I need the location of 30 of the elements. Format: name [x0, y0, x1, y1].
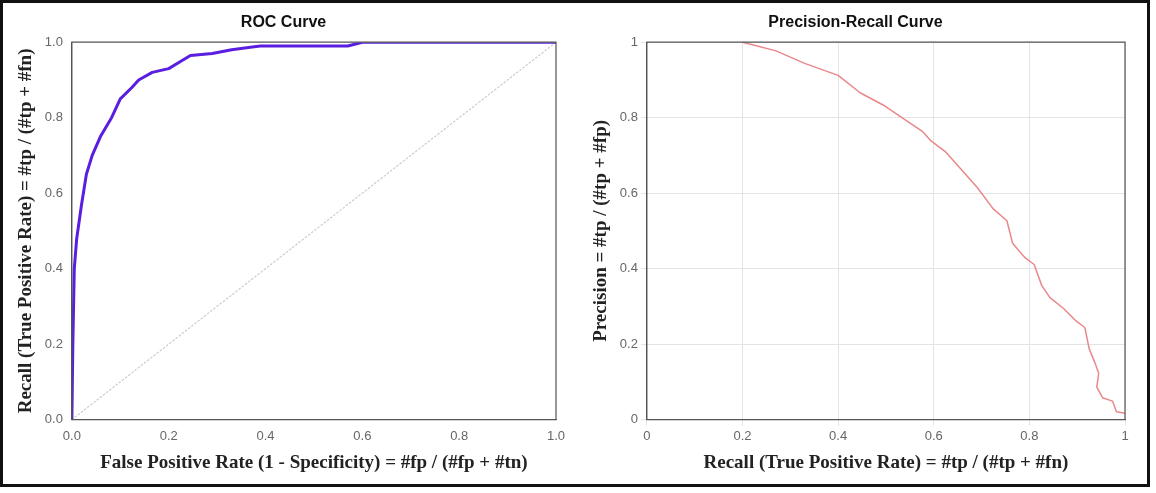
chart-title: Precision-Recall Curve — [768, 13, 943, 31]
y-tick-label: 0.8 — [44, 109, 63, 125]
y-tick-label: 0.6 — [619, 184, 638, 200]
x-tick-label: 0.4 — [829, 427, 848, 443]
x-tick-label: 0.6 — [924, 427, 943, 443]
y-tick-label: 0.6 — [44, 184, 63, 200]
y-tick-label: 0 — [630, 411, 638, 427]
x-tick-label: 0.4 — [256, 427, 275, 443]
y-tick-label: 1.0 — [44, 33, 63, 49]
x-tick-label: 0.6 — [353, 427, 372, 443]
y-tick-label: 1 — [630, 33, 638, 49]
x-tick-label: 0.2 — [733, 427, 752, 443]
y-tick-label: 0.2 — [619, 335, 638, 351]
x-axis-title: False Positive Rate (1 - Specificity) = #fp / (#fp + #tn) — [100, 450, 528, 473]
x-tick-label: 0 — [643, 427, 651, 443]
x-tick-label: 0.8 — [450, 427, 469, 443]
y-axis-title: Recall (True Positive Rate) = #tp / (#tp + #fn) — [14, 48, 37, 414]
y-axis-title: Precision = #tp / (#tp + #fp) — [589, 119, 612, 342]
x-tick-label: 0.0 — [62, 427, 81, 443]
y-tick-label: 0.4 — [44, 260, 63, 276]
x-axis-title: Recall (True Positive Rate) = #tp / (#tp + #fn) — [703, 450, 1069, 473]
x-tick-label: 1 — [1121, 427, 1129, 443]
chart-title: ROC Curve — [240, 13, 327, 31]
y-tick-label: 0.2 — [44, 335, 63, 351]
y-tick-label: 0.8 — [619, 109, 638, 125]
y-tick-label: 0.4 — [619, 260, 638, 276]
y-tick-label: 0.0 — [44, 411, 63, 427]
x-tick-label: 0.2 — [159, 427, 178, 443]
x-tick-label: 1.0 — [546, 427, 566, 443]
x-tick-label: 0.8 — [1020, 427, 1039, 443]
